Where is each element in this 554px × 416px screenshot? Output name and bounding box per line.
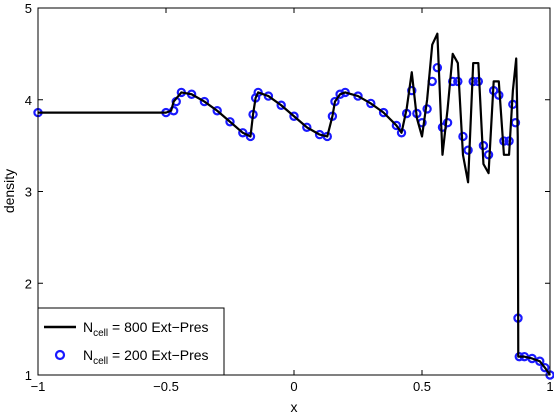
series-marker-200 bbox=[199, 96, 210, 107]
x-tick-label: 0 bbox=[290, 379, 297, 394]
legend-800-rest: = 800 Ext−Pres bbox=[108, 319, 208, 335]
x-tick-label: 0.5 bbox=[413, 379, 431, 394]
series-marker-200 bbox=[253, 87, 263, 98]
series-marker-200 bbox=[378, 107, 389, 118]
series-marker-200 bbox=[366, 98, 376, 109]
legend-200-main: N bbox=[83, 347, 93, 363]
legend-200-rest: = 200 Ext−Pres bbox=[108, 347, 208, 363]
series-marker-200 bbox=[238, 128, 248, 138]
legend-800-sub: cell bbox=[93, 328, 108, 339]
legend-marker-swatch bbox=[54, 349, 66, 361]
series-marker-200 bbox=[289, 111, 299, 121]
series-marker-200 bbox=[540, 362, 550, 373]
legend-box bbox=[37, 307, 225, 376]
legend: Ncell = 800 Ext−Pres Ncell = 200 Ext−Pre… bbox=[37, 307, 225, 376]
y-tick-label: 5 bbox=[25, 1, 32, 16]
x-axis-ticks: −1 −0.5 0 0.5 1 bbox=[31, 8, 554, 394]
series-line-800 bbox=[38, 32, 551, 376]
x-axis-label: x bbox=[291, 399, 298, 415]
series-marker-200 bbox=[463, 145, 473, 155]
legend-800-main: N bbox=[83, 319, 93, 335]
x-tick-label: −1 bbox=[31, 379, 46, 394]
series-marker-200 bbox=[276, 100, 286, 110]
series-layer bbox=[33, 32, 554, 380]
series-marker-200 bbox=[535, 356, 545, 366]
series-marker-200 bbox=[335, 89, 345, 99]
series-marker-200 bbox=[442, 117, 453, 128]
series-marker-200 bbox=[263, 91, 274, 101]
series-marker-200 bbox=[432, 62, 443, 73]
y-tick-label: 3 bbox=[25, 185, 32, 200]
y-tick-label: 1 bbox=[25, 368, 32, 383]
series-marker-200 bbox=[302, 122, 312, 132]
legend-label-200: Ncell = 200 Ext−Pres bbox=[83, 347, 209, 367]
legend-label-800: Ncell = 800 Ext−Pres bbox=[83, 319, 209, 339]
y-axis-ticks: 1 2 3 4 5 bbox=[25, 1, 550, 383]
y-axis-label: density bbox=[1, 169, 17, 213]
x-tick-label: 1 bbox=[546, 379, 553, 394]
y-tick-label: 4 bbox=[25, 93, 32, 108]
series-marker-200 bbox=[212, 106, 222, 116]
series-marker-200 bbox=[391, 120, 402, 131]
legend-200-sub: cell bbox=[93, 356, 108, 367]
x-tick-label: −0.5 bbox=[153, 379, 179, 394]
series-marker-200 bbox=[225, 117, 235, 127]
y-tick-label: 2 bbox=[25, 276, 32, 291]
